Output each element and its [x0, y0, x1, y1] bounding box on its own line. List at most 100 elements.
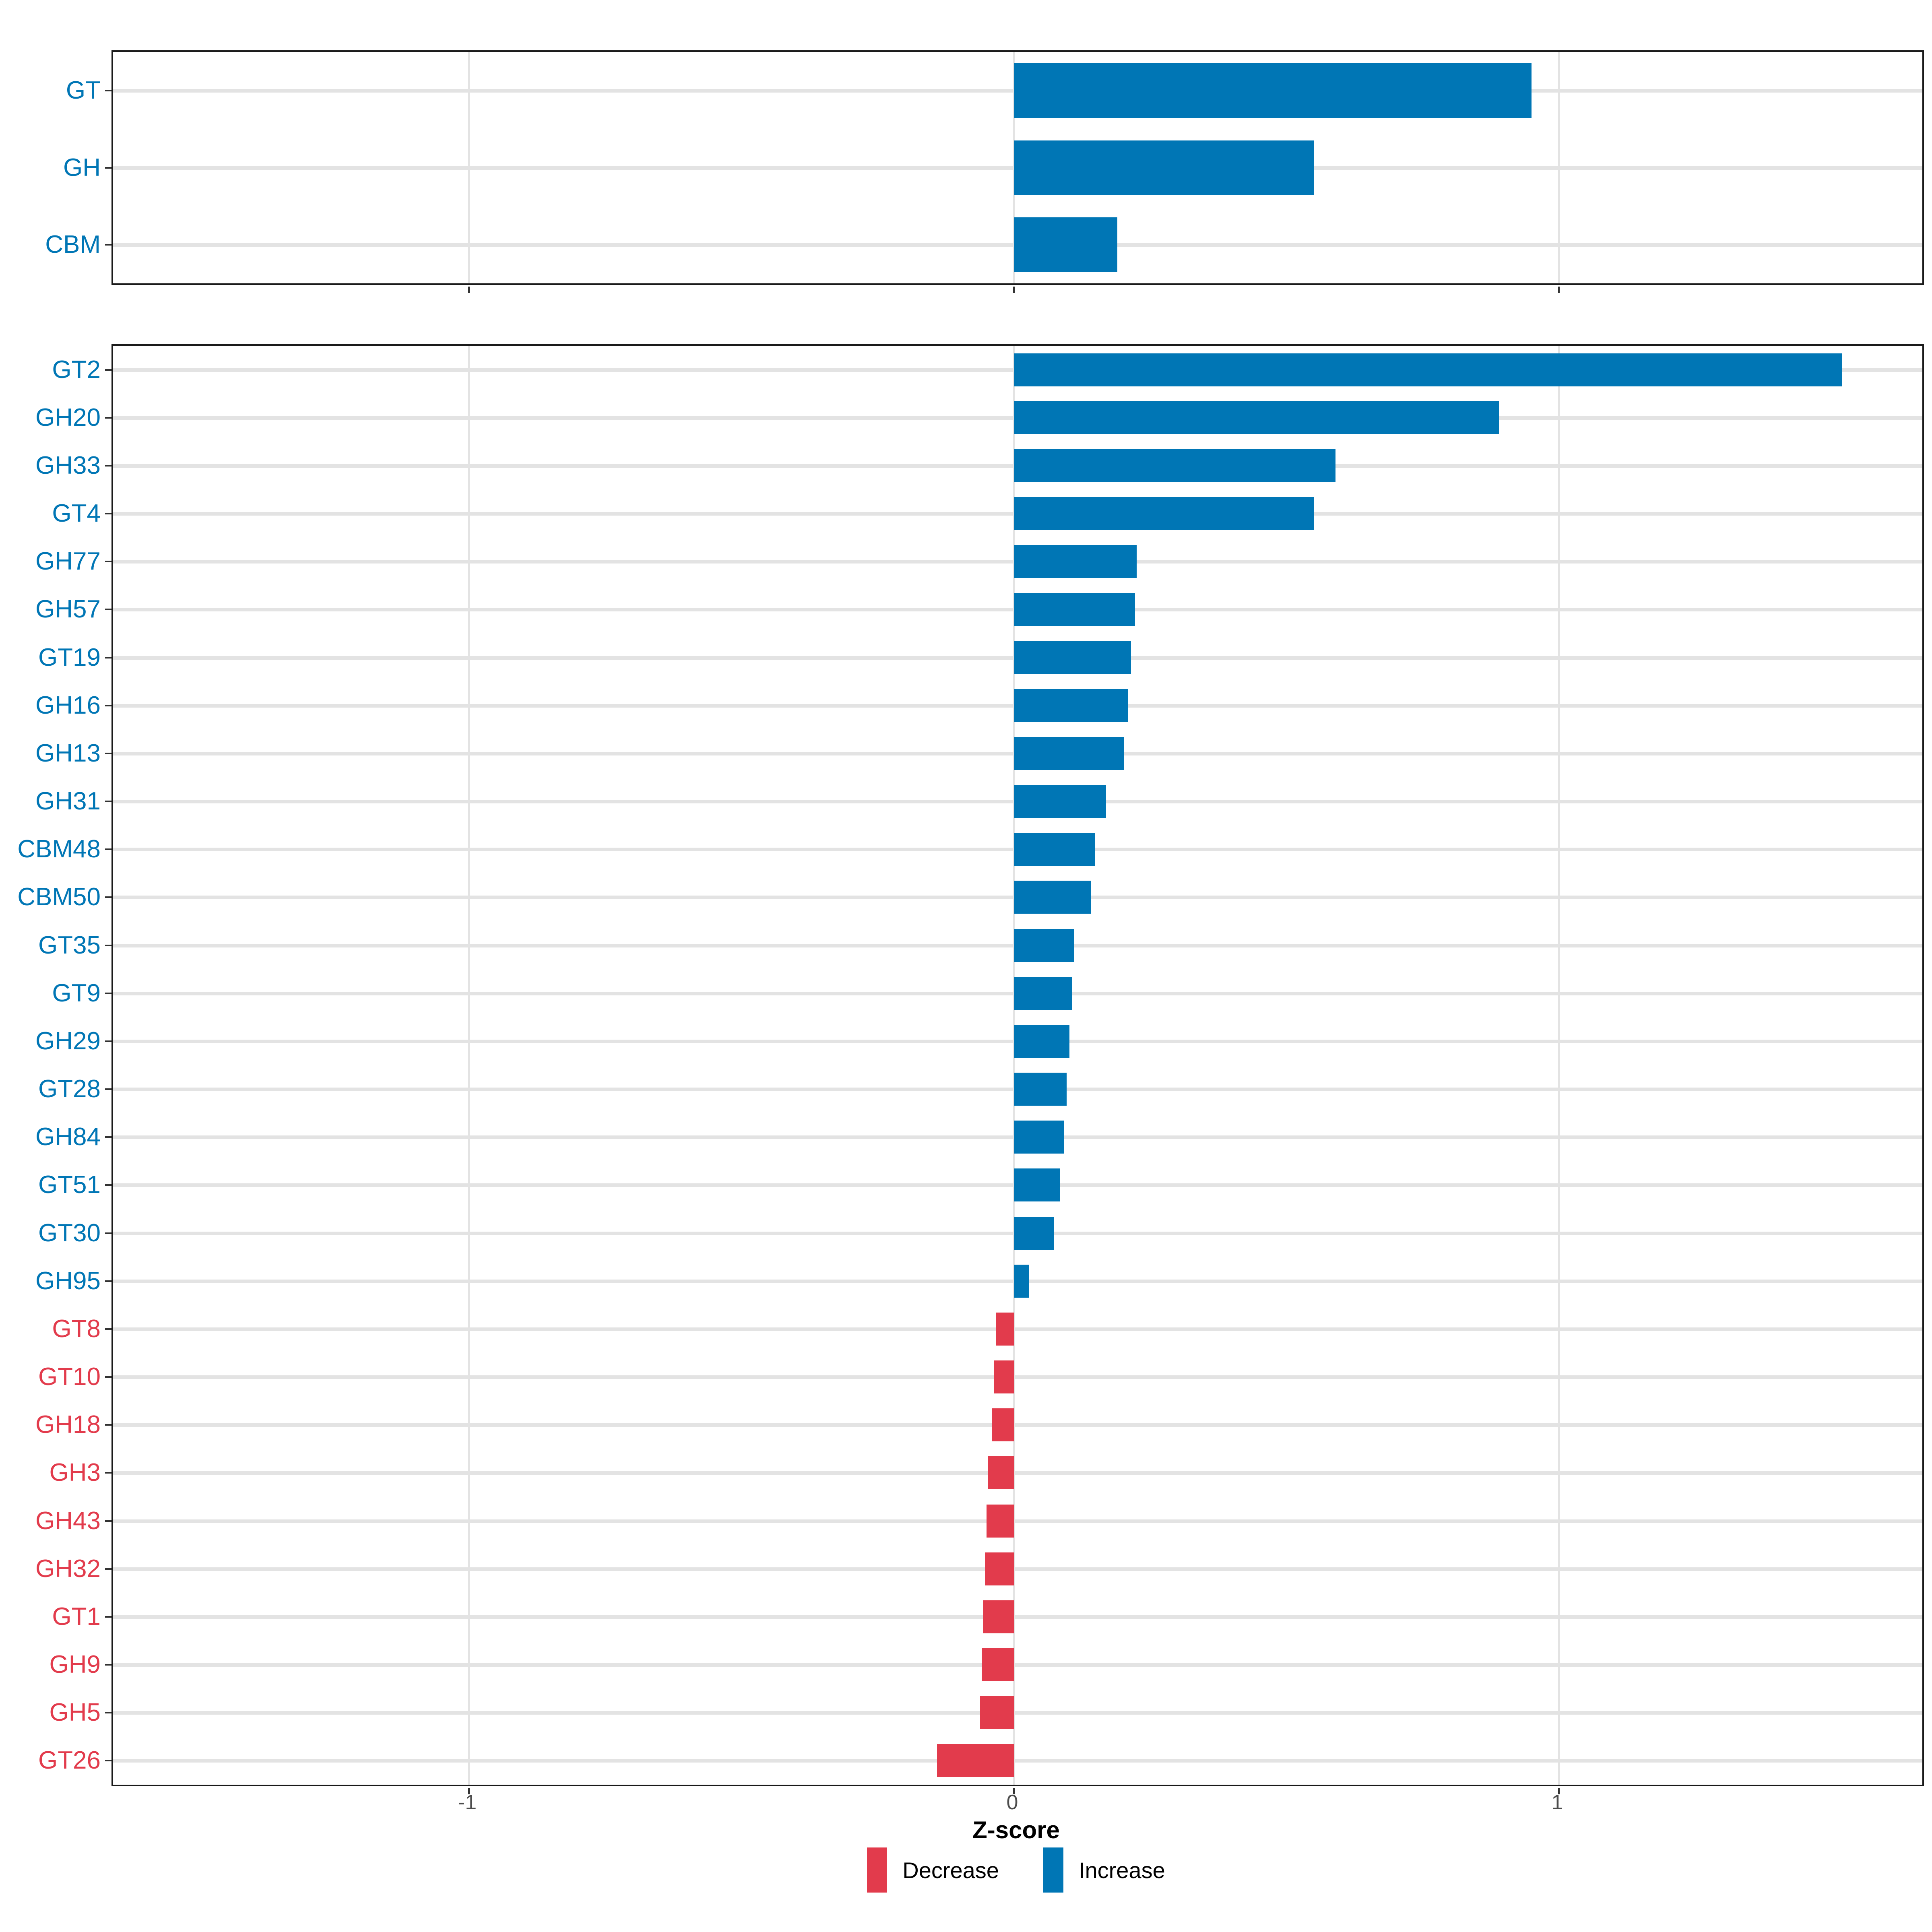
bar-GT10	[994, 1360, 1014, 1394]
y-axis-tick-mark	[105, 1040, 111, 1042]
bar-GH31	[1014, 785, 1106, 818]
legend-label-decrease: Decrease	[902, 1857, 999, 1883]
bar-GT8	[996, 1312, 1014, 1346]
y-axis-label-GT26: GT26	[38, 1746, 101, 1775]
horizontal-gridline	[113, 1423, 1922, 1427]
y-axis-tick-mark	[105, 1088, 111, 1090]
y-axis-tick-mark	[105, 417, 111, 419]
y-axis-label-GH31: GH31	[35, 787, 101, 815]
bar-GH3	[988, 1456, 1014, 1490]
y-axis-tick-mark	[105, 1184, 111, 1186]
bar-GH57	[1014, 593, 1135, 626]
y-axis-tick-mark	[105, 752, 111, 754]
x-axis-tick-mark	[468, 287, 470, 293]
bar-GH18	[992, 1408, 1014, 1442]
y-axis-tick-mark	[105, 609, 111, 611]
y-axis-label-GT10: GT10	[38, 1363, 101, 1391]
y-axis-tick-mark	[105, 1280, 111, 1282]
y-axis-label-GH20: GH20	[35, 403, 101, 431]
bar-CBM	[1014, 217, 1118, 272]
x-axis-tick-mark	[1013, 1788, 1015, 1794]
y-axis-tick-mark	[105, 656, 111, 658]
y-axis-tick-mark	[105, 561, 111, 563]
bottom-panel-cazyme-families	[105, 344, 1924, 1794]
x-axis-tick-mark	[1013, 287, 1015, 293]
bar-GT51	[1014, 1168, 1061, 1202]
y-axis-label-CBM50: CBM50	[17, 883, 101, 911]
y-axis-tick-mark	[105, 1568, 111, 1570]
y-axis-label-GH3: GH3	[49, 1459, 101, 1487]
y-axis-label-GT8: GT8	[52, 1315, 101, 1343]
y-axis-label-CBM: CBM	[45, 231, 101, 259]
bar-GH95	[1014, 1264, 1029, 1298]
y-axis-label-GH: GH	[63, 153, 101, 182]
bar-GT35	[1014, 929, 1074, 962]
y-axis-label-CBM48: CBM48	[17, 835, 101, 863]
bar-GH33	[1014, 449, 1335, 482]
bar-GT28	[1014, 1073, 1067, 1106]
y-axis-tick-mark	[105, 167, 111, 169]
bar-GT30	[1014, 1216, 1054, 1250]
y-axis-label-GH77: GH77	[35, 547, 101, 576]
horizontal-gridline	[113, 1759, 1922, 1763]
x-axis-tick-mark	[1558, 287, 1560, 293]
x-axis-tick-label--1: -1	[458, 1791, 477, 1814]
y-axis-label-GT19: GT19	[38, 643, 101, 671]
y-axis-tick-mark	[105, 944, 111, 946]
horizontal-gridline	[113, 1711, 1922, 1715]
bar-GT19	[1014, 641, 1131, 674]
top-panel-category-groups	[105, 50, 1924, 293]
y-axis-tick-mark	[105, 896, 111, 898]
y-axis-tick-mark	[105, 369, 111, 371]
bar-GH29	[1014, 1024, 1070, 1058]
y-axis-tick-mark	[105, 1136, 111, 1138]
y-axis-label-GH29: GH29	[35, 1027, 101, 1055]
y-axis-label-GH57: GH57	[35, 595, 101, 623]
y-axis-label-GT35: GT35	[38, 931, 101, 959]
legend: Decrease Increase	[111, 1847, 1921, 1893]
y-axis-tick-mark	[105, 464, 111, 466]
horizontal-gridline	[113, 1375, 1922, 1379]
x-axis-tick-mark	[1558, 1788, 1560, 1794]
y-axis-label-GT: GT	[66, 76, 101, 104]
bar-GH13	[1014, 737, 1124, 770]
y-axis-label-GH95: GH95	[35, 1267, 101, 1295]
y-axis-tick-mark	[105, 704, 111, 706]
x-axis-tick-label-1: 1	[1551, 1791, 1563, 1814]
y-axis-tick-mark	[105, 1712, 111, 1714]
y-axis-tick-mark	[105, 1232, 111, 1234]
y-axis-tick-mark	[105, 848, 111, 850]
y-axis-tick-mark	[105, 513, 111, 515]
bar-GT9	[1014, 976, 1072, 1010]
bar-GH77	[1014, 545, 1137, 578]
legend-item-increase: Increase	[1043, 1847, 1165, 1893]
y-axis-label-GT30: GT30	[38, 1219, 101, 1247]
y-axis-label-GH5: GH5	[49, 1699, 101, 1727]
y-axis-tick-mark	[105, 1520, 111, 1522]
bar-GH43	[987, 1504, 1014, 1538]
y-axis-label-GT51: GT51	[38, 1171, 101, 1199]
bar-GH9	[982, 1648, 1014, 1682]
increase-swatch-icon	[1043, 1847, 1063, 1893]
y-axis-label-GT9: GT9	[52, 979, 101, 1007]
bar-GH32	[985, 1552, 1014, 1585]
y-axis-tick-mark	[105, 801, 111, 803]
y-axis-label-GH18: GH18	[35, 1411, 101, 1439]
horizontal-gridline	[113, 1327, 1922, 1331]
bar-CBM50	[1014, 881, 1092, 914]
y-axis-label-GH13: GH13	[35, 739, 101, 767]
y-axis-tick-mark	[105, 992, 111, 994]
horizontal-gridline	[113, 1567, 1922, 1571]
vertical-gridline	[1558, 346, 1560, 1785]
horizontal-gridline	[113, 1615, 1922, 1619]
x-axis-tick-label-0: 0	[1006, 1791, 1018, 1814]
y-axis-label-GH16: GH16	[35, 691, 101, 719]
y-axis-tick-mark	[105, 244, 111, 246]
y-axis-tick-mark	[105, 1424, 111, 1426]
y-axis-label-GT28: GT28	[38, 1075, 101, 1103]
bar-GH	[1014, 140, 1314, 195]
decrease-swatch-icon	[867, 1847, 888, 1893]
y-axis-tick-mark	[105, 89, 111, 91]
y-axis-label-GH9: GH9	[49, 1651, 101, 1679]
